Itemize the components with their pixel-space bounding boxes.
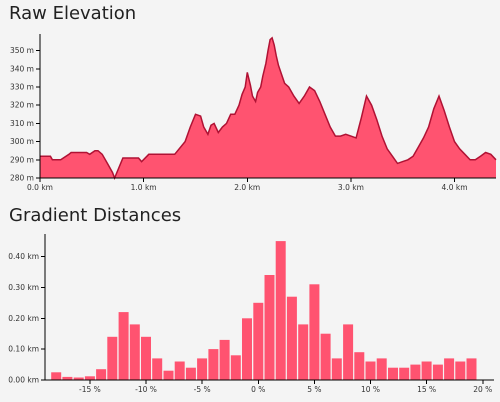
gradient-x-tick-label: -15 % xyxy=(79,385,101,394)
gradient-y-tick-label: 0.20 km xyxy=(8,314,39,323)
gradient-bar xyxy=(219,339,230,380)
elevation-x-tick: 4.0 km xyxy=(442,178,468,192)
gradient-bar xyxy=(444,358,455,380)
gradient-y-tick: 0.20 km xyxy=(8,314,45,323)
gradient-chart-title: Gradient Distances xyxy=(9,205,182,226)
gradient-x-tick: 5 % xyxy=(307,380,322,394)
elevation-x-tick: 2.0 km xyxy=(234,178,260,192)
gradient-bar xyxy=(388,367,398,380)
gradient-bar xyxy=(286,296,297,380)
gradient-bar xyxy=(230,355,241,380)
gradient-bar xyxy=(152,358,163,380)
gradient-x-tick: 15 % xyxy=(417,380,436,394)
elevation-y-tick: 330 m xyxy=(10,82,40,91)
gradient-y-tick: 0.30 km xyxy=(8,283,45,292)
gradient-x-tick: 0 % xyxy=(251,380,265,394)
gradient-y-tick: 0.10 km xyxy=(8,345,45,354)
elevation-line xyxy=(40,36,497,181)
elevation-y-tick: 280 m xyxy=(10,174,40,183)
gradient-bar xyxy=(96,369,107,380)
gradient-bar xyxy=(399,367,410,380)
gradient-y-tick: 0.40 km xyxy=(8,252,45,261)
gradient-bar xyxy=(421,361,432,380)
gradient-bar xyxy=(354,352,365,380)
gradient-x-tick: 20 % xyxy=(473,380,492,394)
elevation-y-tick: 310 m xyxy=(10,119,40,128)
gradient-bar xyxy=(298,324,309,380)
gradient-bar xyxy=(466,358,477,380)
gradient-bar xyxy=(129,324,140,380)
elevation-x-tick-label: 0.0 km xyxy=(27,183,53,192)
elevation-area xyxy=(40,37,496,178)
elevation-y-tick: 290 m xyxy=(10,155,40,164)
gradient-x-tick-label: 15 % xyxy=(417,385,436,394)
gradient-x-tick-label: 5 % xyxy=(307,385,321,394)
gradient-x-tick-label: 10 % xyxy=(361,385,380,394)
elevation-x-tick: 1.0 km xyxy=(131,178,157,192)
gradient-bar xyxy=(309,284,320,380)
gradient-y-tick-label: 0.30 km xyxy=(8,283,39,292)
gradient-bar xyxy=(376,358,387,380)
gradient-bar xyxy=(197,358,208,380)
elevation-x-tick: 0.0 km xyxy=(27,178,53,192)
elevation-y-tick: 320 m xyxy=(10,101,40,110)
gradient-x-tick: -10 % xyxy=(135,380,157,394)
elevation-x-tick-label: 2.0 km xyxy=(234,183,260,192)
gradient-bar xyxy=(242,318,252,380)
gradient-bar xyxy=(264,275,275,380)
gradient-bar xyxy=(253,302,264,380)
gradient-bar xyxy=(365,361,376,380)
gradient-y-tick-label: 0.00 km xyxy=(8,376,39,385)
elevation-x-tick-label: 3.0 km xyxy=(338,183,364,192)
gradient-bar xyxy=(118,312,129,380)
gradient-x-tick-label: -5 % xyxy=(194,385,211,394)
gradient-bar xyxy=(275,241,286,380)
gradient-bar xyxy=(107,336,118,380)
elevation-y-tick: 300 m xyxy=(10,137,40,146)
elevation-y-tick-label: 330 m xyxy=(10,82,34,91)
gradient-bar xyxy=(331,358,342,380)
elevation-y-tick-label: 300 m xyxy=(10,137,34,146)
gradient-x-tick-label: -10 % xyxy=(135,385,157,394)
elevation-y-tick-label: 280 m xyxy=(10,174,34,183)
gradient-bar xyxy=(163,370,174,380)
elevation-x-tick-label: 4.0 km xyxy=(442,183,468,192)
gradient-x-tick: -15 % xyxy=(79,380,101,394)
gradient-x-tick: 10 % xyxy=(361,380,380,394)
gradient-bar xyxy=(84,376,95,380)
gradient-bar xyxy=(73,377,84,380)
gradient-y-tick-label: 0.40 km xyxy=(8,252,39,261)
gradient-x-tick-label: 0 % xyxy=(251,385,265,394)
elevation-x-tick-label: 1.0 km xyxy=(131,183,157,192)
gradient-y-tick: 0.00 km xyxy=(8,376,45,385)
gradient-bar xyxy=(208,349,219,380)
elevation-chart-title: Raw Elevation xyxy=(9,3,137,24)
gradient-bar xyxy=(343,324,354,380)
gradient-bar xyxy=(62,376,73,380)
gradient-bar xyxy=(141,336,151,380)
elevation-y-tick-label: 310 m xyxy=(10,119,34,128)
gradient-bar xyxy=(185,367,196,380)
elevation-y-tick: 350 m xyxy=(10,46,40,55)
elevation-y-tick-label: 320 m xyxy=(10,101,34,110)
gradient-bar xyxy=(455,361,466,380)
elevation-y-tick-label: 340 m xyxy=(10,64,34,73)
gradient-x-tick: -5 % xyxy=(194,380,211,394)
gradient-bar xyxy=(432,364,443,380)
elevation-y-tick-label: 290 m xyxy=(10,155,34,164)
gradient-bar xyxy=(320,333,331,380)
gradient-bar xyxy=(410,364,421,380)
gradient-bar xyxy=(174,361,185,380)
gradient-x-tick-label: 20 % xyxy=(473,385,492,394)
gradient-y-tick-label: 0.10 km xyxy=(8,345,39,354)
elevation-y-tick: 340 m xyxy=(10,64,40,73)
elevation-y-tick-label: 350 m xyxy=(10,46,34,55)
elevation-x-tick: 3.0 km xyxy=(338,178,364,192)
gradient-bar xyxy=(51,372,62,380)
